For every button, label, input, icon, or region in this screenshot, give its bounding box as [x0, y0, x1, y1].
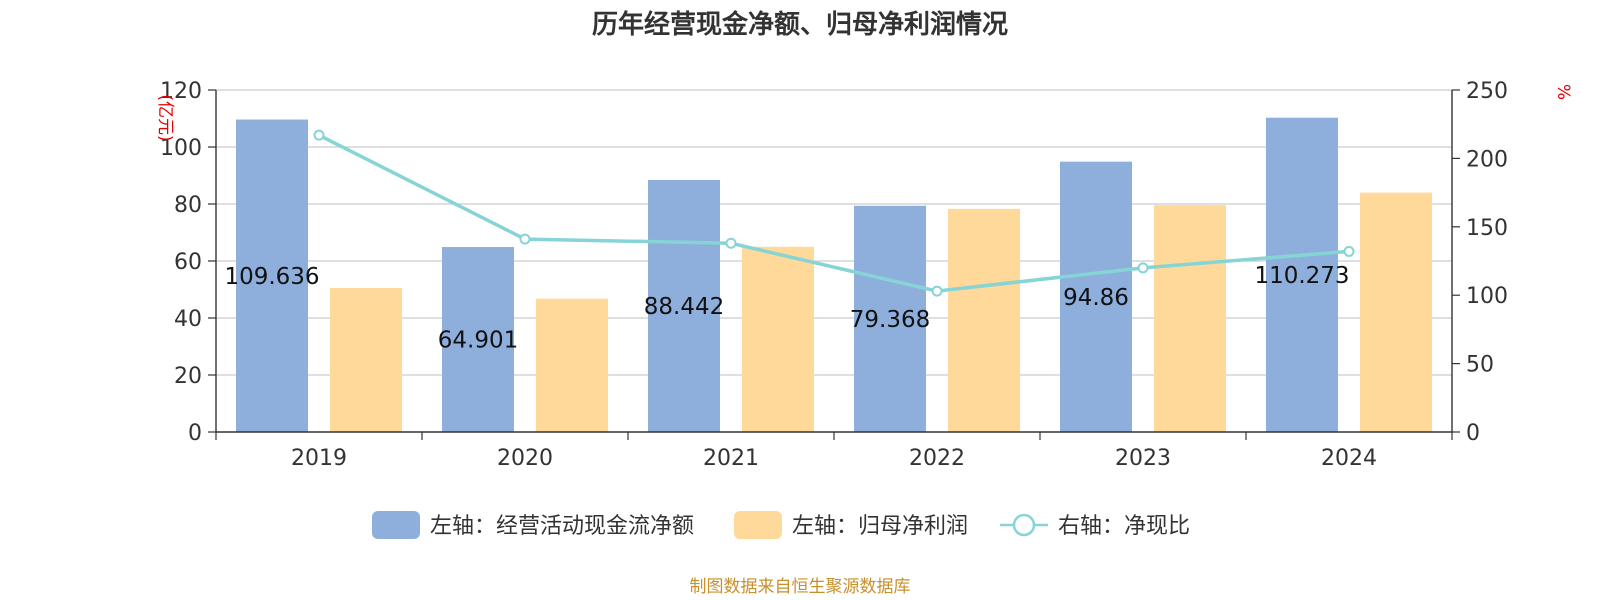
x-tick-label: 2019	[291, 446, 347, 471]
left-tick-label: 120	[160, 79, 202, 104]
chart-title: 历年经营现金净额、归母净利润情况	[592, 9, 1008, 40]
cash-flow-bar	[442, 247, 514, 432]
ratio-line-point	[519, 233, 531, 245]
right-tick-label: 200	[1466, 147, 1508, 172]
x-tick-label: 2022	[909, 446, 965, 471]
cash-flow-bar	[1060, 161, 1132, 433]
cash-flow-data-label: 94.86	[1063, 285, 1129, 311]
right-tick-label: 50	[1466, 353, 1494, 378]
axes: 0 20 40 60 80 100 120 0 50 100 150 200 250 2019 2020 20…	[160, 79, 1508, 471]
grid-lines	[216, 89, 1452, 376]
x-tick-label: 2020	[497, 446, 553, 471]
cash-flow-data-label: 64.901	[438, 328, 518, 354]
cash-flow-data-label: 109.636	[224, 264, 319, 290]
legend-net-profit-label: 左轴：归母净利润	[792, 514, 968, 539]
ratio-line-point	[313, 129, 325, 141]
legend: 左轴：经营活动现金流净额 左轴：归母净利润 右轴：净现比	[372, 511, 1190, 539]
cash-flow-bar	[236, 119, 308, 432]
ratio-line-point	[1343, 245, 1355, 257]
net-profit-bar	[536, 298, 608, 432]
net-profit-bar	[948, 208, 1020, 432]
left-tick-label: 40	[174, 307, 202, 332]
right-tick-label: 100	[1466, 284, 1508, 309]
left-axis-unit: (亿元)	[155, 94, 175, 141]
ratio-line	[313, 129, 1355, 297]
cash-flow-bar	[1266, 117, 1338, 432]
legend-ratio-swatch-marker	[1012, 513, 1036, 537]
right-tick-label: 250	[1466, 79, 1508, 104]
cash-flow-bar	[648, 179, 720, 432]
x-tick-label: 2021	[703, 446, 759, 471]
cash-flow-data-label: 79.368	[850, 307, 930, 333]
net-profit-bar	[742, 246, 814, 432]
net-profit-bar	[330, 288, 402, 432]
ratio-line-point	[931, 285, 943, 297]
data-labels: 109.636 64.901 88.442 79.368 94.86 110.273	[224, 263, 1349, 354]
bars	[236, 117, 1432, 433]
left-tick-label: 0	[188, 421, 202, 446]
legend-net-profit-swatch	[734, 511, 782, 539]
right-axis-unit: %	[1553, 84, 1573, 100]
ratio-line-path	[318, 133, 1350, 293]
right-tick-label: 0	[1466, 421, 1480, 446]
left-tick-label: 100	[160, 136, 202, 161]
cash-flow-bar	[854, 205, 926, 432]
left-tick-label: 80	[174, 193, 202, 218]
left-tick-label: 60	[174, 250, 202, 275]
cash-flow-data-label: 88.442	[644, 294, 724, 320]
left-tick-label: 20	[174, 364, 202, 389]
cash-flow-data-label: 110.273	[1254, 263, 1349, 289]
ratio-line-point	[725, 237, 737, 249]
right-tick-label: 150	[1466, 216, 1508, 241]
x-tick-label: 2024	[1321, 446, 1377, 471]
legend-cash-flow-label: 左轴：经营活动现金流净额	[430, 514, 694, 539]
source-note: 制图数据来自恒生聚源数据库	[690, 577, 911, 597]
legend-cash-flow-swatch	[372, 511, 420, 539]
net-profit-bar	[1360, 192, 1432, 432]
net-profit-bar	[1154, 205, 1226, 432]
legend-ratio-label: 右轴：净现比	[1058, 514, 1190, 539]
ratio-line-point	[1137, 262, 1149, 274]
x-tick-label: 2023	[1115, 446, 1171, 471]
